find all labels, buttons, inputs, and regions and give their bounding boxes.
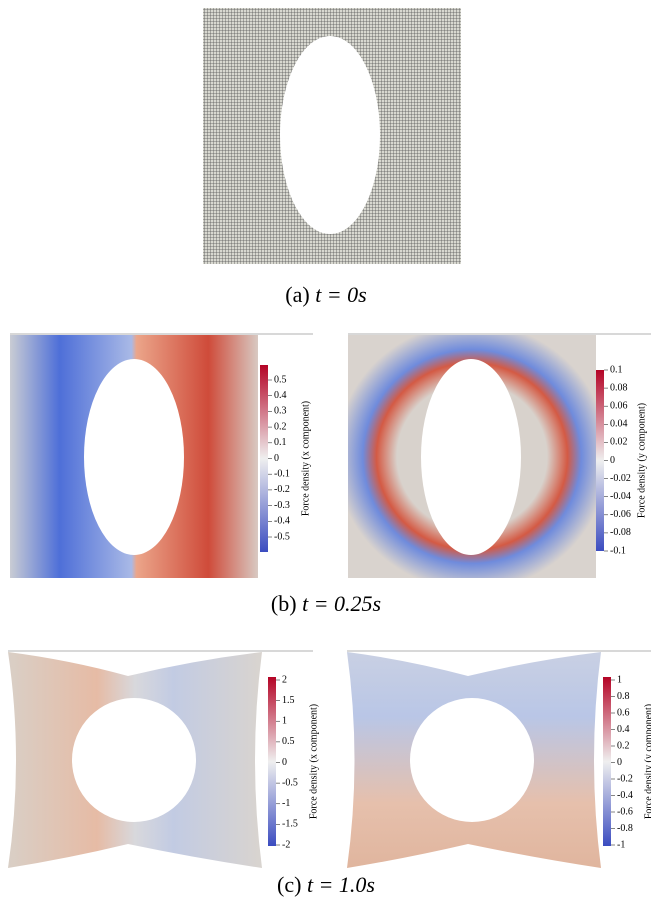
colorbar-tick-label: 0 bbox=[610, 455, 615, 466]
colorbar-tick-label: 1 bbox=[617, 674, 622, 685]
colorbar-tick-label: -0.5 bbox=[282, 777, 298, 788]
colorbar-tick-label: -1 bbox=[282, 798, 290, 809]
caption-label: (c) bbox=[277, 872, 307, 897]
colorbar-tick-label: 0.08 bbox=[610, 382, 628, 393]
colorbar bbox=[596, 370, 604, 551]
figure: (a) t = 0s (b) t = 0.25s (c) t = 1.0s 0.5 0.… bbox=[0, 0, 651, 909]
colorbar-tick-label: 0 bbox=[282, 757, 287, 768]
colorbar bbox=[260, 365, 268, 552]
caption-math: t = 0s bbox=[315, 282, 367, 307]
colorbar-tick-label: -0.8 bbox=[617, 823, 633, 834]
colorbar-tick-label: 0.04 bbox=[610, 419, 628, 430]
colorbar-tick-label: 1.5 bbox=[282, 695, 295, 706]
colorbar-tick-label: 0.6 bbox=[617, 707, 630, 718]
mesh-image bbox=[203, 8, 461, 264]
colorbar-tick-label: 0.1 bbox=[610, 364, 623, 375]
caption-math: t = 1.0s bbox=[307, 872, 375, 897]
colorbar-tick-label: 0 bbox=[617, 757, 622, 768]
colorbar-tick-label: -2 bbox=[282, 839, 290, 850]
colorbar-tick-label: 0.02 bbox=[610, 437, 628, 448]
colorbar-title: Force density (y component) bbox=[636, 403, 647, 518]
caption-label: (b) bbox=[271, 591, 302, 616]
colorbar-tick-label: 0.06 bbox=[610, 400, 628, 411]
colorbar-tick-label: -0.3 bbox=[274, 500, 290, 511]
caption-math: t = 0.25s bbox=[302, 591, 381, 616]
colorbar-tick-label: 2 bbox=[282, 674, 287, 685]
caption: (a) t = 0s bbox=[285, 282, 366, 307]
colorbar-tick-label: 0 bbox=[274, 453, 279, 464]
colorbar-tick-label: -0.6 bbox=[617, 806, 633, 817]
colorbar-tick-label: 0.5 bbox=[274, 374, 287, 385]
colorbar-tick-label: 0.1 bbox=[274, 437, 287, 448]
colorbar-tick-label: -0.1 bbox=[610, 545, 626, 556]
colorbar-tick-label: 0.4 bbox=[274, 390, 287, 401]
colorbar-tick-label: -1 bbox=[617, 839, 625, 850]
colorbar-title: Force density (y component) bbox=[643, 704, 651, 819]
colorbar bbox=[603, 677, 611, 846]
caption: (c) t = 1.0s bbox=[277, 872, 375, 897]
colorbar-tick-label: -0.4 bbox=[617, 790, 633, 801]
colorbar-tick-label: -0.06 bbox=[610, 509, 631, 520]
colorbar-tick-label: 0.2 bbox=[274, 421, 287, 432]
colorbar-tick-label: -0.2 bbox=[274, 484, 290, 495]
caption: (b) t = 0.25s bbox=[271, 591, 381, 616]
caption-label: (a) bbox=[285, 282, 315, 307]
colorbar-tick-label: 0.4 bbox=[617, 724, 630, 735]
colorbar-tick-label: -0.4 bbox=[274, 516, 290, 527]
colorbar-title: Force density (x component) bbox=[308, 704, 319, 819]
colorbar-tick-label: -1.5 bbox=[282, 819, 298, 830]
colorbar-tick-label: -0.08 bbox=[610, 527, 631, 538]
colorbar-tick-label: 1 bbox=[282, 716, 287, 727]
field-image bbox=[8, 651, 313, 868]
colorbar-tick-label: -0.04 bbox=[610, 491, 631, 502]
colorbar-tick-label: 0.8 bbox=[617, 691, 630, 702]
colorbar-tick-label: -0.2 bbox=[617, 773, 633, 784]
colorbar-title: Force density (x component) bbox=[300, 401, 311, 516]
colorbar-tick-label: -0.5 bbox=[274, 531, 290, 542]
field-image bbox=[348, 334, 651, 578]
colorbar-tick-label: -0.1 bbox=[274, 468, 290, 479]
colorbar-tick-label: 0.5 bbox=[282, 736, 295, 747]
colorbar-tick-label: 0.2 bbox=[617, 740, 630, 751]
colorbar-tick-label: 0.3 bbox=[274, 406, 287, 417]
colorbar-tick-label: -0.02 bbox=[610, 473, 631, 484]
colorbar bbox=[268, 677, 276, 846]
